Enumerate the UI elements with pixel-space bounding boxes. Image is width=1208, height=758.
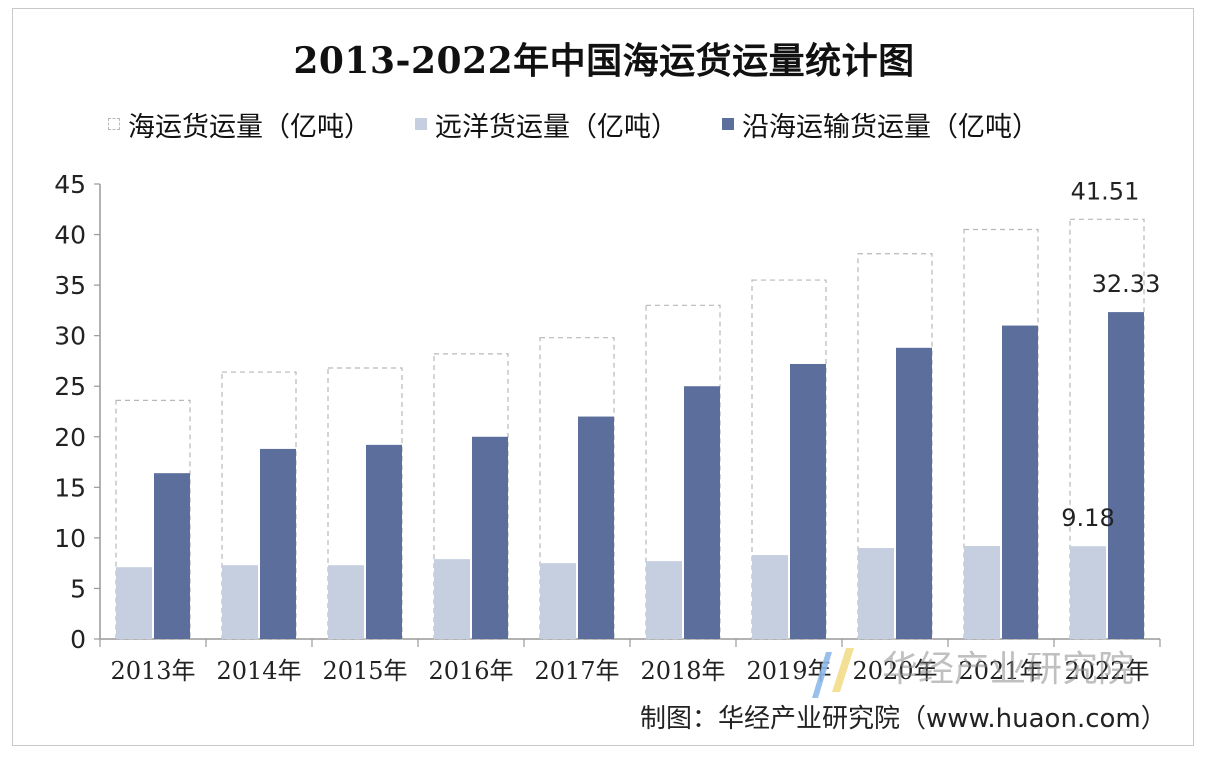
y-tick-label: 45	[54, 170, 86, 199]
watermark: 华经产业研究院	[808, 640, 1188, 698]
legend-swatch-total	[108, 118, 120, 130]
bar-ocean	[328, 565, 364, 639]
x-tick-label: 2020年	[852, 657, 937, 685]
data-label-ocean: 9.18	[1061, 504, 1114, 532]
x-tick-label: 2016年	[428, 657, 513, 685]
bar-ocean	[434, 559, 470, 639]
watermark-text: 华经产业研究院	[882, 649, 1135, 690]
bar-total	[645, 304, 721, 640]
x-tick-label: 2014年	[216, 657, 301, 685]
bar-coastal	[896, 347, 932, 639]
x-tick-label: 2015年	[322, 657, 407, 685]
bar-coastal	[578, 416, 614, 639]
source-note: 制图：华经产业研究院（www.huaon.com）	[640, 704, 1167, 734]
y-tick-label: 40	[54, 221, 86, 250]
bar-coastal	[260, 448, 296, 639]
y-tick-label: 30	[54, 322, 86, 351]
bar-coastal	[366, 444, 402, 639]
y-tick-label: 35	[54, 271, 86, 300]
y-tick-label: 10	[54, 524, 86, 553]
bar-coastal	[1108, 312, 1144, 639]
bar-ocean	[752, 555, 788, 639]
data-label-total: 41.51	[1071, 177, 1140, 205]
watermark-logo-icon	[812, 648, 854, 698]
legend-swatch-ocean	[415, 118, 427, 130]
legend-item-total: 海运货运量（亿吨）	[108, 105, 371, 144]
bar-ocean	[540, 563, 576, 639]
bar-total	[539, 337, 615, 640]
x-tick-label: 2018年	[640, 657, 725, 685]
legend-label-total: 海运货运量（亿吨）	[128, 111, 371, 143]
y-tick-label: 5	[70, 574, 86, 603]
legend-swatch-coastal	[722, 118, 734, 130]
x-tick-label: 2017年	[534, 657, 619, 685]
bar-coastal	[472, 436, 508, 639]
bar-ocean	[858, 548, 894, 639]
x-tick-label: 2013年	[110, 657, 195, 685]
x-tick-label: 2021年	[958, 657, 1043, 685]
bar-ocean	[646, 561, 682, 639]
chart-legend: 海运货运量（亿吨） 远洋货运量（亿吨） 沿海运输货运量（亿吨）	[108, 104, 1039, 144]
y-tick-label: 0	[70, 625, 86, 654]
legend-item-ocean: 远洋货运量（亿吨）	[415, 105, 678, 144]
bar-coastal	[684, 386, 720, 639]
bar-coastal	[790, 363, 826, 639]
bar-total	[963, 228, 1039, 640]
x-tick-label: 2019年	[746, 657, 831, 685]
bar-coastal	[1002, 325, 1038, 639]
bar-ocean	[116, 567, 152, 639]
y-tick-label: 15	[54, 473, 86, 502]
bar-coastal	[154, 473, 190, 639]
x-tick-label: 2022年	[1064, 657, 1149, 685]
data-label-coastal: 32.33	[1092, 270, 1161, 298]
chart-title: 2013-2022年中国海运货运量统计图	[293, 40, 915, 82]
bar-ocean	[964, 545, 1000, 639]
legend-label-ocean: 远洋货运量（亿吨）	[435, 111, 678, 143]
bar-total	[857, 253, 933, 640]
y-tick-label: 25	[54, 372, 86, 401]
legend-label-coastal: 沿海运输货运量（亿吨）	[742, 111, 1039, 143]
bar-ocean	[222, 565, 258, 639]
y-tick-label: 20	[54, 423, 86, 452]
bar-ocean	[1070, 546, 1106, 639]
legend-item-coastal: 沿海运输货运量（亿吨）	[722, 105, 1039, 144]
